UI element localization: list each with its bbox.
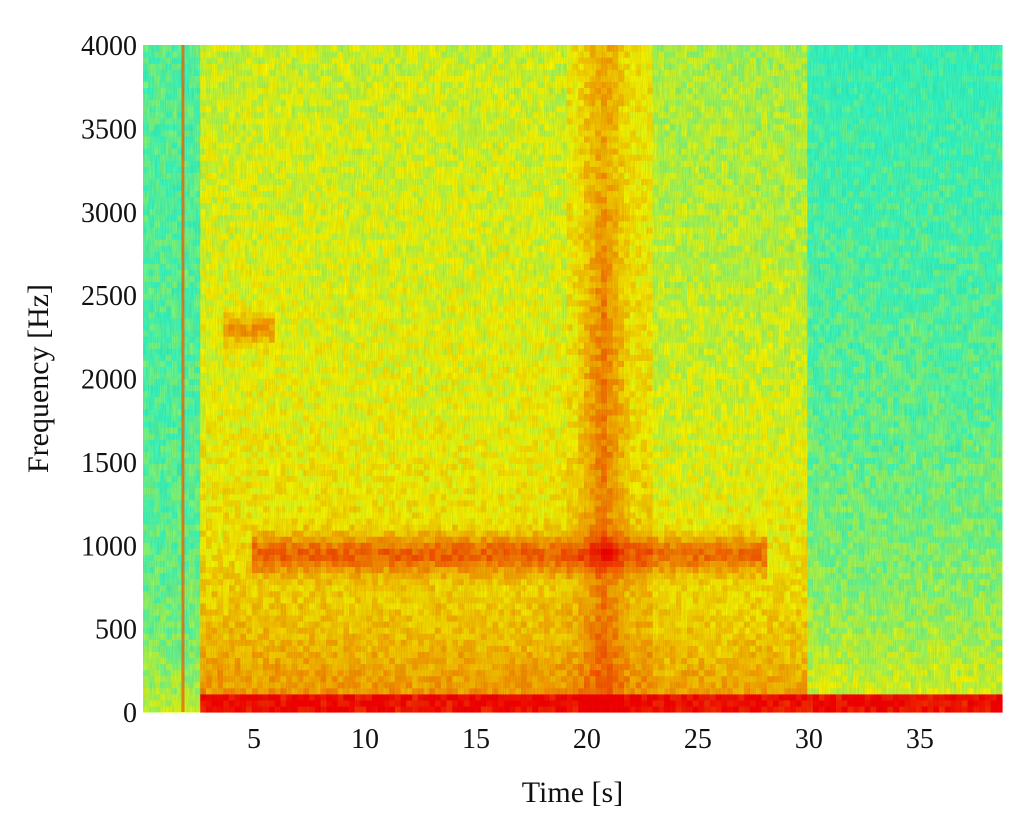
plot-area xyxy=(143,45,1003,713)
